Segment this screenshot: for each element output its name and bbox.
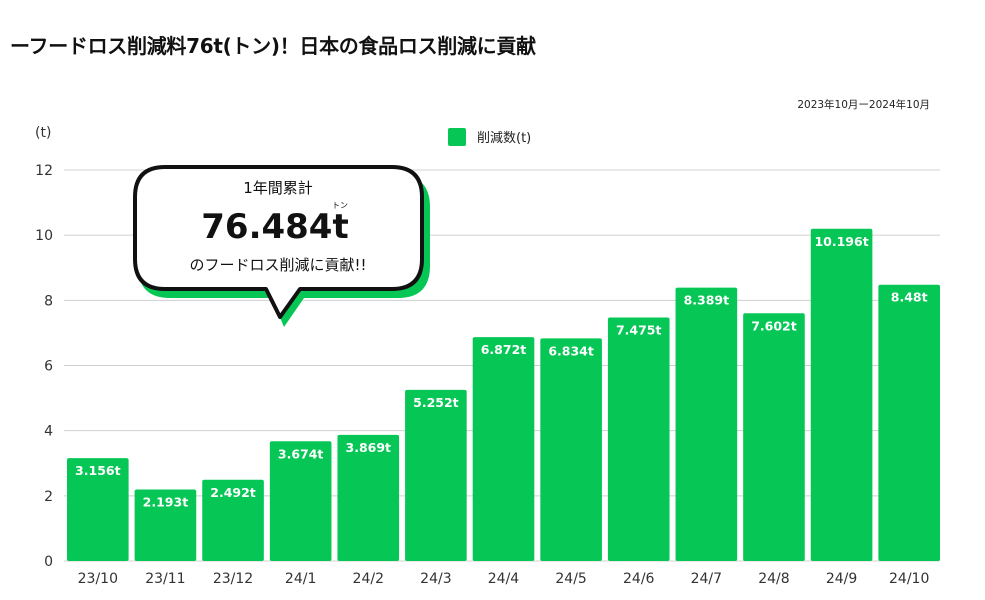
- bar-value-label: 8.48t: [891, 290, 928, 305]
- bar: [607, 317, 670, 561]
- legend: 削減数(t): [448, 128, 531, 146]
- x-tick-label: 24/10: [889, 571, 929, 587]
- bar-value-label: 2.193t: [143, 495, 189, 510]
- bar: [202, 479, 264, 561]
- bar-value-label: 6.872t: [481, 342, 527, 357]
- bar-value-label: 3.156t: [75, 463, 121, 478]
- bar-value-label: 5.252t: [413, 395, 459, 410]
- page-title: ーフードロス削減料76t(トン)！日本の食品ロス削減に貢献: [10, 34, 536, 58]
- callout-line1: 1年間累計: [243, 179, 313, 197]
- y-tick-label: 10: [35, 228, 53, 244]
- bars: 3.156t 2.193t 2.492t 3.674t 3.869t 5.252t 6.87…: [67, 228, 940, 561]
- callout-body: [133, 165, 424, 319]
- x-tick-label: 24/1: [285, 571, 316, 587]
- y-axis-unit-label: (t): [35, 125, 51, 141]
- x-tick-label: 24/8: [758, 571, 789, 587]
- y-tick-label: 12: [35, 163, 53, 179]
- callout-line3: のフードロス削減に貢献!!: [189, 256, 366, 274]
- callout-bubble: 1年間累計 トン 76.484t のフードロス削減に貢献!!: [133, 165, 430, 327]
- y-tick-label: 0: [44, 554, 53, 570]
- callout-ruby: トン: [332, 201, 348, 210]
- x-tick-label: 23/11: [145, 571, 185, 587]
- callout-total: 76.484t: [201, 207, 348, 247]
- bar-value-label: 6.834t: [548, 343, 594, 358]
- bar: [810, 228, 873, 561]
- x-tick-label: 24/5: [555, 571, 586, 587]
- bar-value-label: 2.492t: [210, 485, 256, 500]
- period-label: 2023年10月ー2024年10月: [797, 99, 930, 111]
- bar: [134, 489, 197, 561]
- y-tick-label: 2: [44, 489, 53, 505]
- x-tick-label: 24/4: [488, 571, 520, 587]
- x-tick-label: 23/10: [78, 571, 118, 587]
- x-tick-label: 23/12: [213, 571, 253, 587]
- bar: [675, 287, 738, 561]
- x-tick-label: 24/7: [691, 571, 722, 587]
- bar-value-label: 10.196t: [814, 234, 868, 249]
- bar-value-label: 3.674t: [278, 446, 324, 461]
- y-tick-label: 6: [44, 359, 53, 375]
- bar-value-label: 8.389t: [684, 293, 730, 308]
- bar: [405, 389, 467, 561]
- bar-value-label: 7.475t: [616, 322, 662, 337]
- y-tick-label: 8: [44, 293, 53, 309]
- bar: [743, 313, 805, 561]
- bar: [878, 284, 940, 561]
- bar: [67, 458, 129, 561]
- legend-swatch: [448, 128, 466, 146]
- bar: [472, 337, 535, 561]
- x-tick-label: 24/6: [623, 571, 655, 587]
- y-axis-ticks: 0 2 4 6 8 10 12: [35, 163, 53, 570]
- bar: [540, 338, 602, 561]
- x-axis-labels: 23/10 23/11 23/12 24/1 24/2 24/3 24/4 24/5 24/6 2…: [78, 571, 930, 587]
- y-tick-label: 4: [44, 424, 53, 440]
- bar-value-label: 7.602t: [751, 318, 797, 333]
- bar: [337, 434, 400, 561]
- x-tick-label: 24/2: [353, 571, 384, 587]
- legend-label: 削減数(t): [477, 130, 531, 146]
- bar-value-label: 3.869t: [346, 440, 392, 455]
- bar: [269, 441, 332, 561]
- x-tick-label: 24/3: [420, 571, 451, 587]
- x-tick-label: 24/9: [826, 571, 857, 587]
